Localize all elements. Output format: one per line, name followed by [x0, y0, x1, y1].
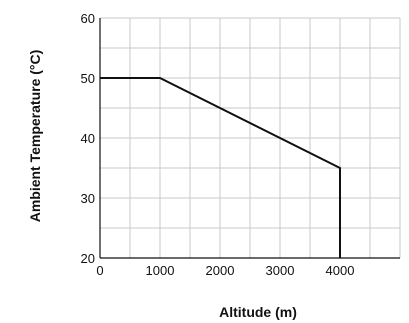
y-tick-labels: 20 30 40 50 60: [81, 11, 95, 266]
x-tick-label: 1000: [146, 263, 175, 278]
y-tick-label: 50: [81, 71, 95, 86]
y-axis-title: Ambient Temperature (°C): [27, 50, 43, 223]
x-tick-label: 3000: [266, 263, 295, 278]
x-tick-label: 4000: [326, 263, 355, 278]
x-tick-labels: 0 1000 2000 3000 4000: [96, 263, 354, 278]
x-tick-label: 0: [96, 263, 103, 278]
x-axis-title: Altitude (m): [219, 304, 297, 320]
grid: [100, 17, 401, 258]
series-line: [100, 77, 341, 258]
y-tick-label: 40: [81, 131, 95, 146]
y-tick-label: 20: [81, 251, 95, 266]
y-tick-label: 60: [81, 11, 95, 26]
axes: [99, 18, 400, 259]
y-tick-label: 30: [81, 191, 95, 206]
x-tick-label: 2000: [206, 263, 235, 278]
series-group: [100, 77, 341, 258]
